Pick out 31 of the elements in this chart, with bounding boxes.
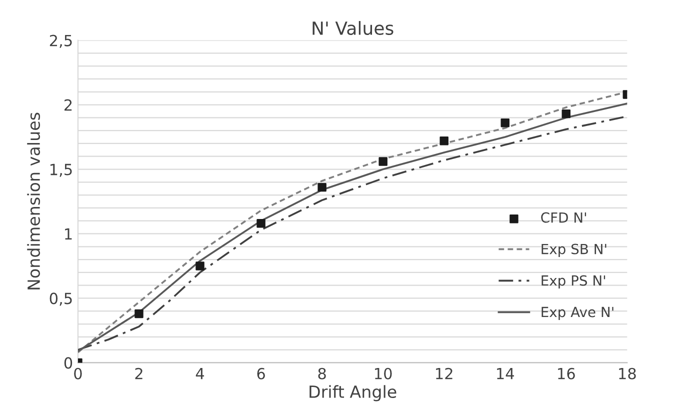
y-tick-label: 2,5	[50, 34, 72, 48]
y-tick-label: 2	[64, 99, 72, 111]
x-tick-label: 4	[196, 368, 204, 380]
point	[318, 182, 326, 192]
point	[256, 219, 266, 228]
y-tick-label: 1	[65, 228, 72, 240]
legend-label: Exp Ave N'	[542, 306, 614, 320]
legend-label: CFD N'	[541, 212, 586, 223]
point	[134, 309, 144, 318]
point	[440, 136, 448, 146]
x-tick-label: 16	[558, 368, 575, 380]
y-tick-label: 0,5	[50, 292, 72, 306]
x-tick-label: 2	[135, 368, 142, 380]
y-tick-label: 1,5	[50, 164, 72, 177]
x-axis-title: Drift Angle	[310, 385, 396, 402]
x-tick-label: 14	[497, 368, 514, 380]
point	[562, 109, 570, 118]
point	[378, 157, 388, 166]
y-axis-title: Nondimension values	[27, 112, 40, 290]
x-tick-label: 10	[375, 368, 392, 380]
x-tick-label: 12	[436, 368, 452, 380]
legend-label: Exp PS N'	[542, 275, 606, 288]
x-tick-label: 6	[257, 368, 265, 380]
point	[500, 118, 510, 128]
x-tick-label: 18	[619, 368, 636, 380]
x-tick-label: 8	[318, 368, 326, 380]
x-tick-label: 0	[74, 368, 82, 380]
point	[196, 262, 204, 270]
y-tick-label: 0	[64, 357, 72, 369]
legend-label: Exp SB N'	[542, 244, 606, 257]
chart-title: N' Values	[312, 21, 394, 35]
